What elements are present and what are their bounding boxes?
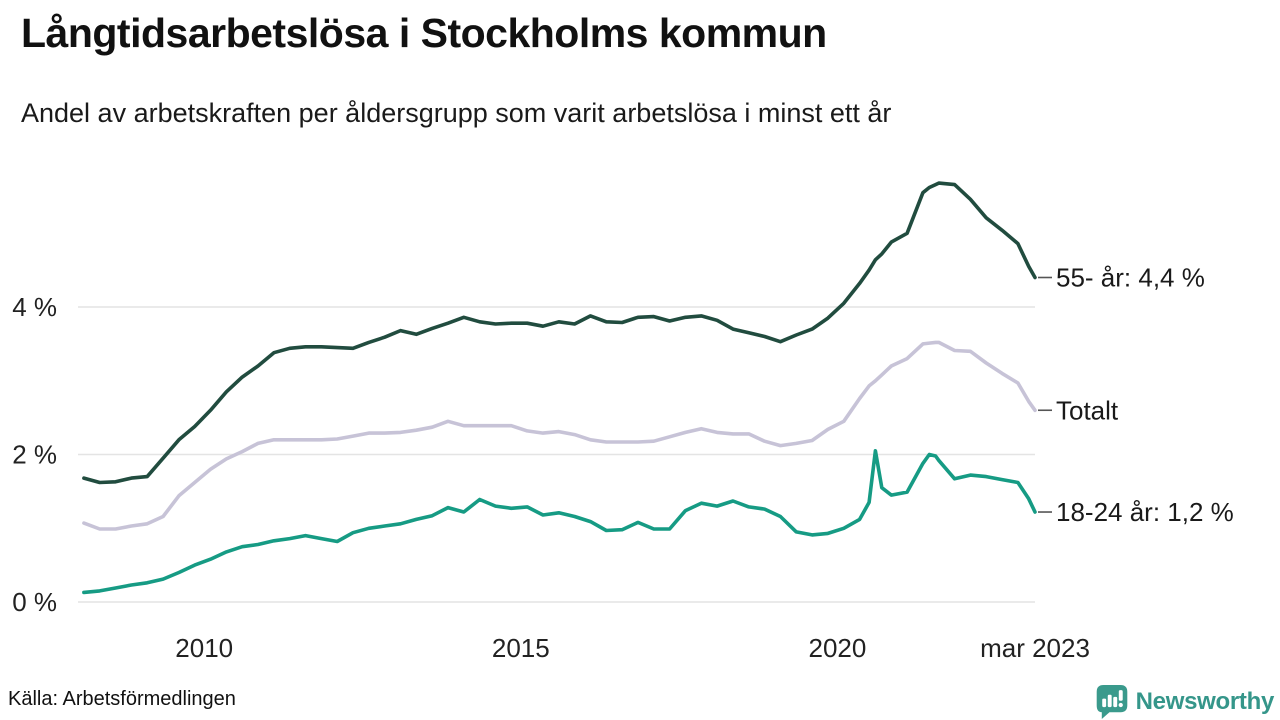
speech-bubble-bar-chart-icon <box>1096 685 1127 719</box>
source-note: Källa: Arbetsförmedlingen <box>8 688 236 710</box>
x-tick-label: 2015 <box>492 633 550 663</box>
series-end-label-18-24: 18-24 år: 1,2 % <box>1056 497 1234 527</box>
series-end-label-55: 55- år: 4,4 % <box>1056 263 1205 293</box>
x-tick-label: 2010 <box>175 633 233 663</box>
series-line-18-24 <box>82 449 1037 595</box>
chart-title: Långtidsarbetslösa i Stockholms kommun <box>21 10 827 56</box>
series-end-label-totalt: Totalt <box>1056 395 1119 425</box>
newsworthy-wordmark: Newsworthy <box>1135 688 1275 715</box>
y-tick-label: 2 % <box>12 440 57 470</box>
x-tick-label: mar 2023 <box>980 633 1090 663</box>
chart-subtitle: Andel av arbetskraften per åldersgrupp s… <box>21 98 892 128</box>
line-chart: 0 % 2 % 4 % 2010 2015 2020 mar 2023 55- år: 4,4… <box>12 181 1234 663</box>
newsworthy-logo: Newsworthy <box>1095 682 1274 720</box>
series-line-totalt <box>82 340 1037 531</box>
x-tick-label: 2020 <box>809 633 867 663</box>
y-tick-label: 4 % <box>12 292 57 322</box>
y-tick-label: 0 % <box>12 587 57 617</box>
series-line-55 <box>82 181 1037 485</box>
